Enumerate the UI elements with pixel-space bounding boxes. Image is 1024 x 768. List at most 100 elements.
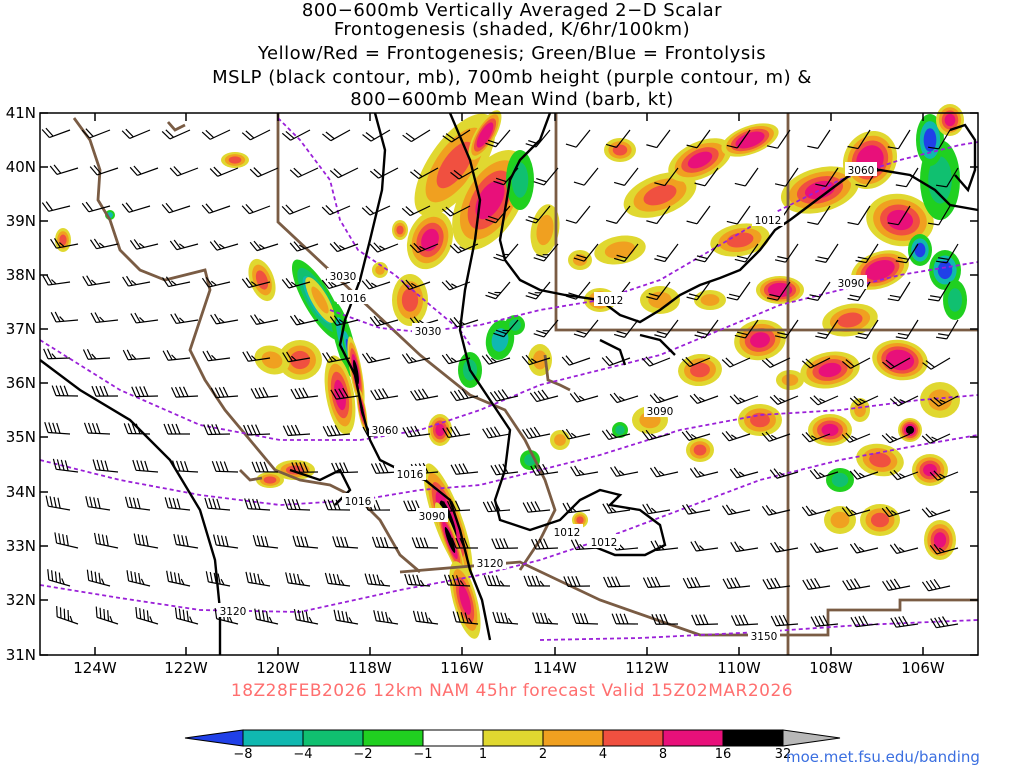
mslp-contour	[39, 359, 222, 655]
barb-staff	[817, 205, 831, 225]
barb-staff	[209, 129, 231, 140]
barb-feather	[814, 577, 821, 588]
barb-feather	[464, 612, 469, 624]
barb-feather	[86, 275, 93, 286]
barb-feather	[257, 573, 261, 585]
wind-barb	[333, 609, 359, 625]
credit-url[interactable]: moe.met.fsu.edu/banding	[786, 748, 980, 766]
shade-blob	[821, 423, 839, 437]
wind-barb	[242, 351, 271, 362]
barb-staff	[416, 620, 439, 625]
barb-feather	[373, 315, 382, 326]
barb-feather	[486, 427, 493, 438]
valid-time-line: 18Z28FEB2026 12km NAM 45hr forecast Vali…	[230, 681, 794, 701]
barb-staff	[897, 129, 911, 150]
lon-label: 112W	[625, 659, 669, 677]
wind-barb	[887, 129, 911, 150]
barb-feather	[256, 498, 261, 510]
shade-blob	[869, 452, 891, 468]
barb-feather	[241, 278, 250, 288]
barb-feather	[481, 355, 490, 365]
barb-feather	[170, 280, 177, 286]
barb-feather	[491, 538, 497, 549]
barb-feather	[646, 220, 657, 225]
barb-feather	[85, 496, 89, 507]
barb-staff	[697, 395, 719, 405]
barb-feather	[169, 571, 173, 583]
wind-barb	[654, 319, 679, 339]
barb-feather	[109, 615, 113, 623]
barb-feather	[130, 279, 137, 286]
barb-feather	[815, 259, 826, 263]
barb-feather	[294, 424, 301, 435]
barb-feather	[261, 610, 265, 622]
barb-feather	[531, 538, 537, 550]
barb-feather	[213, 534, 217, 546]
wind-barb	[605, 129, 631, 148]
barb-feather	[485, 218, 496, 224]
barb-feather	[45, 495, 49, 507]
barb-feather	[575, 576, 581, 587]
barb-feather	[414, 389, 421, 400]
barb-feather	[50, 312, 57, 323]
barb-feather	[801, 433, 810, 443]
barb-feather	[485, 294, 496, 300]
barb-feather	[445, 353, 454, 364]
barb-feather	[887, 298, 899, 302]
barb-feather	[489, 427, 497, 437]
wind-barb	[56, 606, 79, 625]
barb-feather	[490, 465, 497, 476]
barb-feather	[290, 388, 297, 399]
barb-feather	[646, 296, 657, 301]
height-label-bg	[327, 268, 359, 282]
barb-feather	[849, 543, 858, 554]
height-label: 3120	[477, 558, 504, 570]
barb-feather	[99, 316, 105, 322]
wind-barb	[815, 243, 839, 263]
barb-feather	[841, 434, 851, 443]
shade-blob	[937, 260, 953, 280]
barb-feather	[809, 470, 818, 480]
barb-feather	[53, 164, 62, 174]
barb-feather	[299, 462, 305, 473]
lon-label: 118W	[348, 659, 392, 677]
barb-feather	[698, 470, 705, 476]
barb-feather	[495, 538, 501, 549]
barb-feather	[499, 580, 505, 587]
shade-blob	[818, 362, 842, 378]
barb-feather	[490, 357, 497, 363]
barb-feather	[381, 611, 385, 623]
barb-feather	[92, 459, 97, 470]
wind-barb	[681, 430, 711, 441]
barb-feather	[296, 573, 301, 585]
barb-feather	[503, 538, 509, 549]
barb-feather	[374, 389, 381, 400]
barb-staff	[249, 205, 271, 215]
wind-barb	[847, 281, 871, 302]
barb-feather	[183, 461, 189, 472]
height-label: 3090	[838, 278, 865, 290]
lon-label: 114W	[533, 659, 577, 677]
wind-barb	[174, 607, 199, 625]
height-label-bg	[748, 628, 780, 642]
wind-barb	[85, 496, 111, 511]
wind-barb	[722, 577, 751, 589]
barb-feather	[403, 500, 409, 511]
barb-feather	[492, 611, 497, 623]
barb-feather	[287, 498, 293, 510]
barb-feather	[292, 535, 297, 547]
barb-feather	[245, 571, 249, 583]
barb-feather	[215, 461, 221, 472]
barb-feather	[52, 422, 57, 434]
barb-feather	[925, 507, 934, 517]
shade-blob	[612, 144, 628, 156]
barb-feather	[410, 171, 420, 180]
barb-feather	[682, 577, 689, 589]
wind-barb	[291, 461, 319, 473]
wind-barb	[122, 275, 151, 287]
barb-feather	[895, 260, 907, 264]
barb-feather	[858, 616, 865, 627]
barb-feather	[328, 573, 333, 585]
barb-feather	[547, 618, 553, 624]
barb-staff	[88, 579, 111, 587]
